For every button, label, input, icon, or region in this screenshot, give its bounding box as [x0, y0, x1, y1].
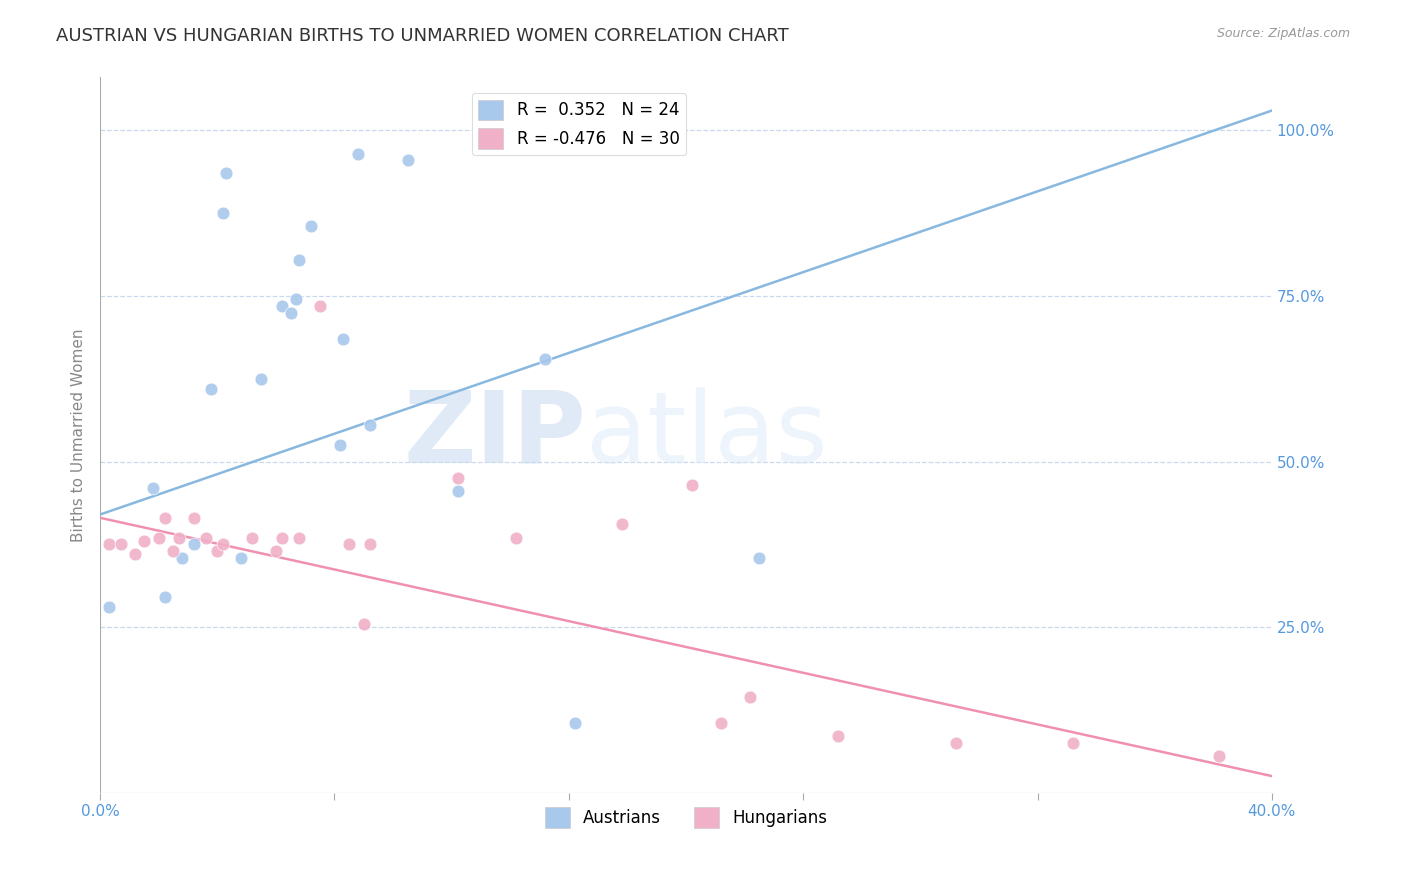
- Legend: Austrians, Hungarians: Austrians, Hungarians: [538, 801, 834, 834]
- Point: [564, 716, 586, 731]
- Point: [446, 484, 468, 499]
- Point: [264, 544, 287, 558]
- Point: [280, 305, 302, 319]
- Point: [1062, 736, 1084, 750]
- Point: [359, 537, 381, 551]
- Point: [97, 600, 120, 615]
- Point: [748, 550, 770, 565]
- Point: [153, 591, 176, 605]
- Point: [153, 511, 176, 525]
- Point: [359, 418, 381, 433]
- Point: [681, 477, 703, 491]
- Point: [337, 537, 360, 551]
- Point: [148, 531, 170, 545]
- Point: [285, 293, 308, 307]
- Point: [207, 544, 229, 558]
- Point: [124, 547, 146, 561]
- Text: Source: ZipAtlas.com: Source: ZipAtlas.com: [1216, 27, 1350, 40]
- Point: [534, 351, 557, 366]
- Point: [270, 531, 292, 545]
- Point: [288, 252, 311, 267]
- Point: [212, 537, 235, 551]
- Point: [250, 372, 273, 386]
- Point: [329, 438, 352, 452]
- Point: [270, 299, 292, 313]
- Point: [347, 146, 370, 161]
- Point: [610, 517, 633, 532]
- Point: [212, 206, 235, 220]
- Point: [288, 531, 311, 545]
- Point: [183, 537, 205, 551]
- Text: ZIP: ZIP: [404, 386, 586, 483]
- Point: [827, 730, 849, 744]
- Point: [740, 690, 762, 704]
- Point: [132, 534, 155, 549]
- Point: [200, 382, 222, 396]
- Point: [167, 531, 190, 545]
- Point: [229, 550, 252, 565]
- Point: [215, 166, 238, 180]
- Point: [110, 537, 132, 551]
- Point: [194, 531, 217, 545]
- Point: [162, 544, 184, 558]
- Point: [97, 537, 120, 551]
- Text: atlas: atlas: [586, 386, 828, 483]
- Point: [945, 736, 967, 750]
- Y-axis label: Births to Unmarried Women: Births to Unmarried Women: [72, 328, 86, 541]
- Text: AUSTRIAN VS HUNGARIAN BIRTHS TO UNMARRIED WOMEN CORRELATION CHART: AUSTRIAN VS HUNGARIAN BIRTHS TO UNMARRIE…: [56, 27, 789, 45]
- Point: [446, 471, 468, 485]
- Point: [299, 219, 322, 234]
- Point: [142, 481, 165, 495]
- Point: [353, 616, 375, 631]
- Point: [396, 153, 419, 168]
- Point: [505, 531, 527, 545]
- Point: [710, 716, 733, 731]
- Point: [172, 550, 194, 565]
- Point: [183, 511, 205, 525]
- Point: [308, 299, 330, 313]
- Point: [1208, 749, 1230, 764]
- Point: [332, 332, 354, 346]
- Point: [242, 531, 264, 545]
